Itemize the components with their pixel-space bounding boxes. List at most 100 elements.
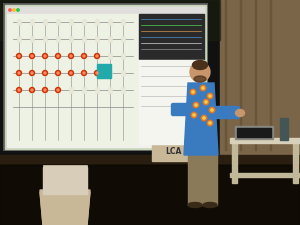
FancyBboxPatch shape [56, 19, 60, 25]
Circle shape [17, 9, 19, 11]
FancyBboxPatch shape [69, 70, 73, 76]
Circle shape [190, 89, 196, 95]
Ellipse shape [203, 202, 217, 207]
FancyBboxPatch shape [121, 53, 125, 59]
Circle shape [16, 88, 22, 92]
Bar [235, 126, 273, 139]
FancyBboxPatch shape [56, 53, 60, 59]
Bar [220, 0, 300, 225]
FancyBboxPatch shape [43, 87, 47, 93]
Circle shape [9, 9, 11, 11]
Circle shape [195, 104, 197, 106]
FancyBboxPatch shape [43, 36, 47, 42]
Circle shape [57, 72, 59, 74]
FancyBboxPatch shape [95, 36, 99, 42]
Circle shape [70, 72, 72, 74]
FancyBboxPatch shape [121, 70, 125, 76]
FancyBboxPatch shape [69, 87, 73, 93]
FancyBboxPatch shape [82, 19, 86, 25]
Bar [5, 5, 206, 149]
Circle shape [83, 55, 85, 57]
Bar [0, 160, 300, 225]
Circle shape [201, 115, 207, 121]
FancyBboxPatch shape [95, 70, 99, 76]
FancyBboxPatch shape [56, 36, 60, 42]
FancyBboxPatch shape [30, 87, 34, 93]
Bar [237, 128, 271, 137]
Circle shape [13, 9, 15, 11]
FancyBboxPatch shape [43, 19, 47, 25]
Bar [0, 155, 300, 163]
FancyBboxPatch shape [17, 19, 21, 25]
Circle shape [83, 72, 85, 74]
Ellipse shape [188, 202, 202, 207]
Bar [270, 0, 271, 150]
FancyBboxPatch shape [17, 36, 21, 42]
Circle shape [209, 107, 215, 113]
Bar [230, 138, 300, 143]
Circle shape [44, 55, 46, 57]
Circle shape [56, 70, 61, 76]
Bar [9, 14, 137, 145]
Circle shape [29, 54, 34, 58]
Circle shape [16, 70, 22, 76]
Circle shape [190, 62, 210, 82]
Bar [43, 167, 87, 194]
Circle shape [16, 54, 22, 58]
Ellipse shape [193, 61, 208, 70]
FancyBboxPatch shape [17, 53, 21, 59]
Ellipse shape [194, 76, 206, 82]
Circle shape [191, 112, 197, 118]
Circle shape [200, 85, 206, 91]
Circle shape [96, 55, 98, 57]
Circle shape [203, 117, 205, 119]
FancyBboxPatch shape [30, 53, 34, 59]
Circle shape [209, 122, 211, 124]
Circle shape [31, 55, 33, 57]
Circle shape [202, 87, 204, 89]
Circle shape [193, 114, 195, 116]
Circle shape [193, 102, 199, 108]
Circle shape [96, 72, 98, 74]
Bar [280, 118, 288, 140]
FancyBboxPatch shape [69, 36, 73, 42]
Bar [43, 165, 87, 192]
FancyBboxPatch shape [108, 70, 112, 76]
Circle shape [18, 55, 20, 57]
FancyBboxPatch shape [69, 19, 73, 25]
Text: LCA: LCA [165, 148, 181, 157]
Bar [139, 60, 204, 145]
FancyBboxPatch shape [30, 36, 34, 42]
Circle shape [31, 72, 33, 74]
Bar [232, 143, 237, 183]
FancyBboxPatch shape [108, 36, 112, 42]
Circle shape [82, 54, 86, 58]
Circle shape [29, 88, 34, 92]
FancyBboxPatch shape [82, 53, 86, 59]
Circle shape [68, 70, 74, 76]
FancyBboxPatch shape [43, 53, 47, 59]
Polygon shape [40, 190, 90, 225]
FancyBboxPatch shape [82, 87, 86, 93]
Bar [293, 143, 298, 183]
Circle shape [57, 55, 59, 57]
Circle shape [18, 72, 20, 74]
Bar [0, 165, 300, 225]
FancyBboxPatch shape [56, 87, 60, 93]
Bar [7, 7, 204, 13]
FancyBboxPatch shape [30, 70, 34, 76]
Circle shape [57, 89, 59, 91]
FancyBboxPatch shape [108, 53, 112, 59]
Circle shape [29, 70, 34, 76]
FancyBboxPatch shape [95, 87, 99, 93]
FancyBboxPatch shape [121, 87, 125, 93]
Circle shape [207, 93, 213, 99]
Circle shape [94, 70, 100, 76]
Circle shape [44, 89, 46, 91]
Circle shape [44, 72, 46, 74]
FancyBboxPatch shape [17, 87, 21, 93]
Bar [188, 155, 202, 205]
Circle shape [56, 54, 61, 58]
Circle shape [68, 54, 74, 58]
Circle shape [82, 70, 86, 76]
